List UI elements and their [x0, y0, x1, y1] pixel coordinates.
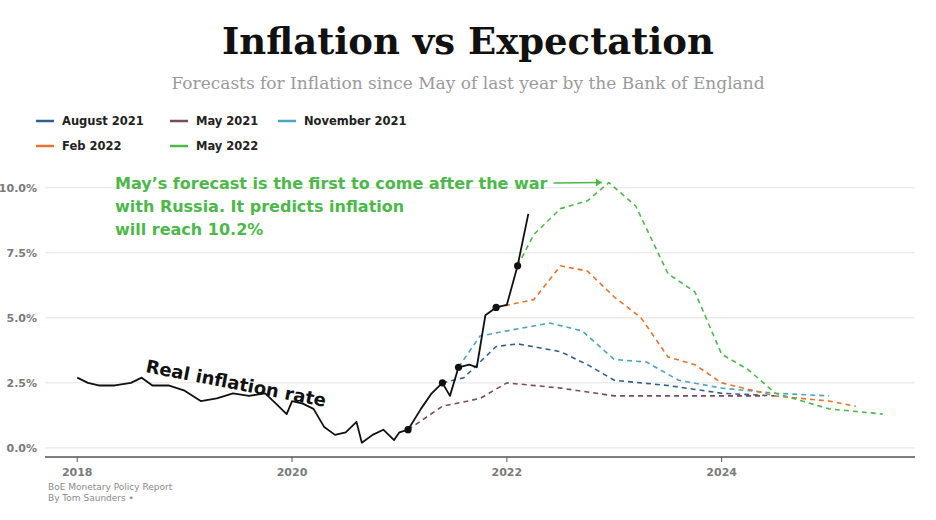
legend-label: May 2021 — [196, 114, 258, 128]
chart: Inflation vs Expectation Forecasts for In… — [0, 0, 936, 520]
grid — [45, 188, 915, 448]
legend-label: November 2021 — [304, 114, 407, 128]
x-tick-label: 2022 — [492, 466, 523, 479]
annotation: will reach 10.2% — [115, 220, 263, 239]
grid-line — [45, 252, 915, 253]
grid-line — [45, 317, 915, 318]
series-label: Real inflation rate — [144, 355, 328, 411]
x-tick — [721, 457, 722, 462]
y-tick-label: 7.5% — [6, 247, 37, 260]
legend-swatch — [36, 145, 54, 148]
annotation-arrowhead — [596, 179, 602, 187]
annotation-arrow — [554, 182, 602, 184]
source: By Tom Saunders • — [48, 493, 134, 503]
legend-label: August 2021 — [62, 114, 144, 128]
annotation: May’s forecast is the first to come afte… — [115, 174, 548, 193]
forecast-start-dot — [439, 379, 446, 386]
y-tick-label: 10.0% — [0, 182, 37, 195]
legend-swatch — [170, 120, 188, 123]
x-tick-label: 2018 — [62, 466, 93, 479]
source: BoE Monetary Policy Report — [48, 482, 173, 492]
page: {"chart_data": { "type": "line", "title"… — [0, 0, 936, 520]
title: Inflation vs Expectation — [222, 19, 714, 63]
legend-swatch — [36, 120, 54, 123]
forecast-start-dot — [493, 304, 500, 311]
series-line — [518, 183, 883, 414]
grid-line — [45, 382, 915, 383]
forecast-start-dot — [404, 426, 411, 433]
series-line — [408, 383, 765, 430]
y-tick-label: 0.0% — [6, 442, 37, 455]
series-line — [77, 214, 528, 443]
x-tick-label: 2024 — [706, 466, 737, 479]
forecast-start-dot — [455, 364, 462, 371]
x-tick — [292, 457, 293, 462]
legend-swatch — [278, 120, 296, 123]
series-line — [459, 323, 830, 396]
series-line — [496, 266, 856, 406]
y-tick-label: 2.5% — [6, 377, 37, 390]
plot-area — [77, 183, 883, 443]
x-axis — [45, 456, 915, 458]
legend-label: Feb 2022 — [62, 139, 121, 153]
x-tick — [77, 457, 78, 462]
legend-swatch — [170, 145, 188, 148]
grid-line — [45, 447, 915, 448]
x-tick — [506, 457, 507, 462]
subtitle: Forecasts for Inflation since May of las… — [171, 73, 764, 93]
forecast-start-dot — [514, 262, 521, 269]
annotation: with Russia. It predicts inflation — [115, 197, 404, 216]
legend-label: May 2022 — [196, 139, 258, 153]
x-tick-label: 2020 — [277, 466, 308, 479]
y-tick-label: 5.0% — [6, 312, 37, 325]
legend: August 2021 May 2021 November 2021 Feb 2022… — [36, 114, 407, 153]
